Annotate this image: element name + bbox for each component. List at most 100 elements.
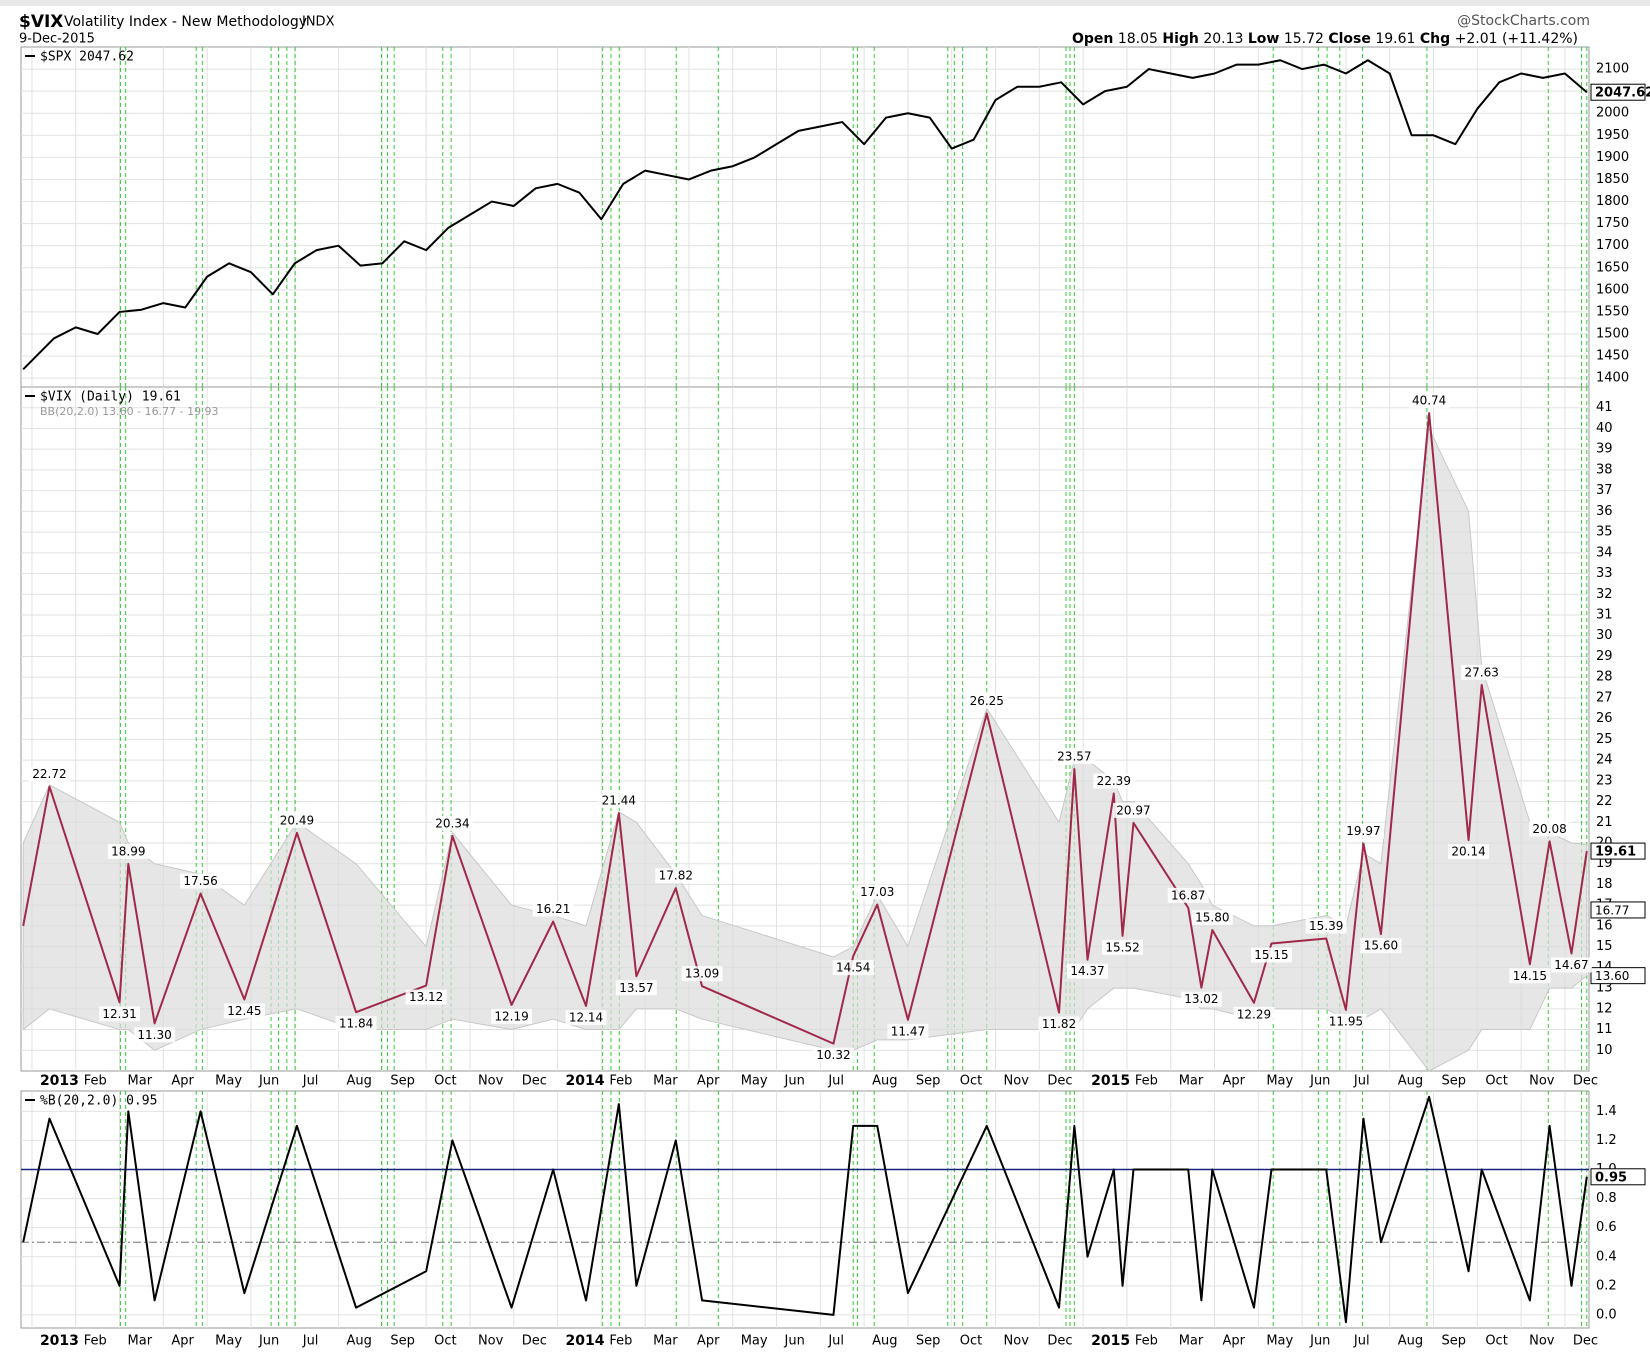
data-label: 14.15 [1513, 969, 1547, 983]
y-tick-label: 31 [1596, 608, 1613, 623]
x-tick-label: Apr [1223, 1074, 1246, 1089]
y-tick-label: 41 [1596, 400, 1613, 415]
x-tick-label: May [1266, 1334, 1293, 1349]
data-label: 12.19 [494, 1009, 528, 1023]
label-box [966, 693, 1008, 709]
label-box [223, 1003, 265, 1019]
y-tick-label: 0.0 [1596, 1307, 1617, 1322]
axis-value-label: 0.95 [1595, 1170, 1627, 1185]
y-tick-label: 1850 [1596, 172, 1629, 187]
panel [20, 46, 1590, 388]
label-box [565, 1009, 607, 1025]
y-tick-label: 40 [1596, 421, 1613, 436]
y-tick-label: 24 [1596, 753, 1613, 768]
y-tick-label: 25 [1596, 732, 1613, 747]
ohlc-value: 15.72 [1284, 31, 1324, 47]
y-tick-label: 1650 [1596, 260, 1629, 275]
y-tick-label: 29 [1596, 649, 1613, 664]
ohlc-key: Low [1248, 31, 1280, 47]
x-tick-label: Apr [697, 1334, 720, 1349]
data-label: 20.97 [1116, 803, 1150, 817]
data-label: 12.31 [102, 1007, 136, 1021]
y-tick-label: 1.4 [1596, 1104, 1617, 1119]
data-label: 15.60 [1364, 939, 1398, 953]
x-tick-label: Jul [1353, 1334, 1370, 1349]
price-line [22, 59, 1588, 371]
y-tick-label: 1400 [1596, 371, 1629, 386]
y-tick-label: 22 [1596, 794, 1613, 809]
x-tick-label: Mar [1179, 1074, 1204, 1089]
y-tick-label: 33 [1596, 566, 1613, 581]
ohlc: Open 18.05 High 20.13 Low 15.72 Close 19… [1072, 31, 1578, 47]
date: 9-Dec-2015 [19, 32, 95, 47]
top-bar [0, 0, 1650, 6]
axis-value-label: 16.77 [1595, 903, 1629, 917]
x-tick-label: 2014 [566, 1073, 605, 1089]
axis-value-box [1590, 83, 1646, 101]
ohlc-value: 18.05 [1118, 31, 1158, 47]
axis-value-box [1590, 1168, 1646, 1186]
data-label: 16.87 [1171, 888, 1205, 902]
y-tick-label: 19 [1596, 856, 1613, 871]
label-box [1509, 968, 1551, 984]
y-tick-label: 1550 [1596, 304, 1629, 319]
y-tick-label: 26 [1596, 711, 1613, 726]
source: @StockCharts.com [1457, 13, 1590, 29]
x-tick-label: Apr [1223, 1334, 1246, 1349]
x-tick-label: Feb [609, 1334, 632, 1349]
data-label: 15.15 [1254, 948, 1288, 962]
y-tick-label: 30 [1596, 628, 1613, 643]
label-box [1112, 802, 1154, 818]
label-box [107, 843, 149, 859]
data-label: 12.14 [569, 1010, 603, 1024]
label-box [1408, 393, 1450, 409]
x-tick-label: Jul [827, 1074, 844, 1089]
ohlc-key: Open [1072, 31, 1113, 47]
axis-value-box [1590, 842, 1646, 860]
label-box [615, 980, 657, 996]
y-tick-label: 34 [1596, 545, 1613, 560]
x-tick-label: Jul [827, 1334, 844, 1349]
x-tick-label: Sep [1442, 1074, 1467, 1089]
label-box [887, 1023, 929, 1039]
y-tick-label: 2100 [1596, 62, 1629, 77]
y-tick-label: 1600 [1596, 282, 1629, 297]
label-box [1093, 773, 1135, 789]
label-box [1233, 1006, 1275, 1022]
x-tick-label: Aug [1398, 1074, 1423, 1089]
x-tick-label: Jul [302, 1334, 319, 1349]
x-tick-label: Mar [653, 1074, 678, 1089]
price-line [22, 412, 1588, 1045]
legend: $SPX 2047.62 [40, 50, 134, 65]
data-label: 14.54 [836, 961, 870, 975]
exchange: INDX [302, 15, 335, 30]
label-box [1550, 957, 1592, 973]
x-tick-label: Jun [1309, 1334, 1330, 1349]
x-tick-label: Dec [1573, 1334, 1598, 1349]
axis-value-label: 19.61 [1595, 845, 1636, 860]
label-box [681, 966, 723, 982]
band-legend: BB(20,2.0) 13.60 - 16.77 - 19.93 [40, 405, 219, 418]
data-label: 20.14 [1451, 845, 1485, 859]
x-tick-label: Jun [784, 1074, 805, 1089]
ohlc-value: 19.61 [1375, 31, 1415, 47]
y-tick-label: 1750 [1596, 216, 1629, 231]
y-tick-label: 11 [1596, 1022, 1613, 1037]
x-tick-label: 2013 [40, 1333, 79, 1349]
y-tick-label: 1.2 [1596, 1133, 1617, 1148]
x-tick-label: Mar [128, 1074, 153, 1089]
x-tick-label: Nov [1529, 1334, 1555, 1349]
y-tick-label: 15 [1596, 939, 1613, 954]
y-tick-label: 0.4 [1596, 1249, 1617, 1264]
data-label: 12.29 [1237, 1007, 1271, 1021]
label-box [180, 873, 222, 889]
data-label: 17.03 [860, 885, 894, 899]
label-box [1167, 887, 1209, 903]
x-tick-label: Nov [1004, 1074, 1030, 1089]
x-tick-label: May [741, 1074, 768, 1089]
data-label: 12.45 [227, 1004, 261, 1018]
label-box [1038, 1016, 1080, 1032]
x-tick-label: Oct [434, 1074, 456, 1089]
x-tick-label: Jun [784, 1334, 805, 1349]
